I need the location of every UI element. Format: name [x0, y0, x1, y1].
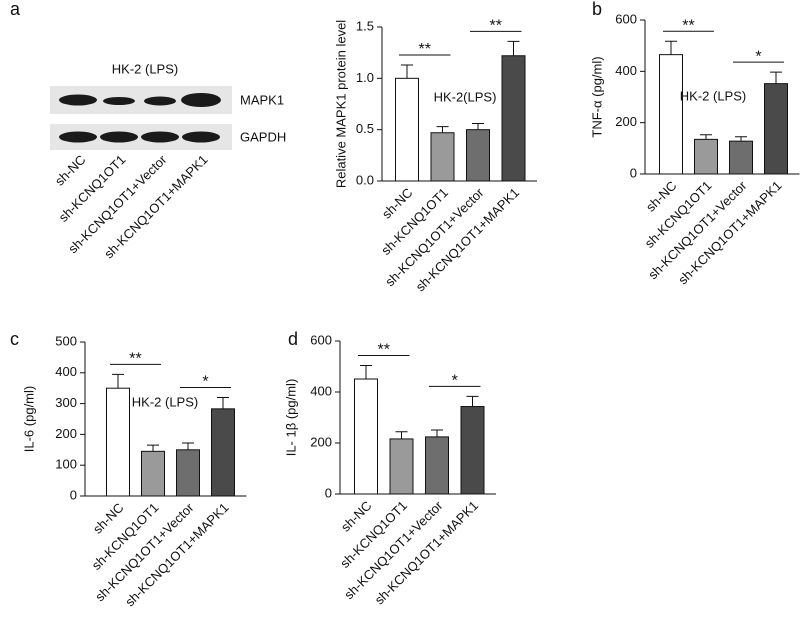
y-axis-label: Relative MAPK1 protein level: [333, 20, 348, 188]
bar: [430, 132, 455, 182]
y-tick-label: 200: [615, 114, 637, 129]
error-bar: [431, 429, 443, 437]
bar: [460, 406, 485, 495]
error-bar: [182, 442, 194, 450]
annotation: HK-2(LPS): [434, 89, 497, 104]
annotation: HK-2 (LPS): [132, 394, 198, 409]
error-bar: [112, 373, 124, 389]
bar: [501, 55, 526, 182]
bar: [211, 408, 235, 497]
error-bar: [436, 126, 449, 133]
error-bar: [466, 395, 479, 407]
y-tick-label: 1.0: [356, 70, 374, 85]
y-tick-label: 500: [55, 333, 77, 348]
annotation: HK-2 (LPS): [680, 88, 746, 103]
y-axis-label: IL- 1β (pg/ml): [283, 379, 298, 457]
bar: [176, 449, 200, 497]
significance-label: *: [755, 48, 761, 65]
panel-label: d: [288, 329, 298, 349]
lane-label: sh-NC: [52, 152, 89, 189]
error-bar: [665, 40, 677, 55]
y-tick-label: 300: [55, 395, 77, 410]
significance-label: **: [378, 342, 390, 359]
y-tick-label: 600: [310, 332, 332, 347]
panel-label: b: [592, 0, 602, 19]
bar: [141, 450, 165, 497]
bar: [694, 138, 718, 175]
bar: [764, 83, 788, 175]
y-tick-label: 200: [310, 434, 332, 449]
y-tick-label: 100: [55, 457, 77, 472]
error-bar: [507, 40, 520, 56]
blot-title: HK-2 (LPS): [112, 61, 178, 76]
error-bar: [401, 64, 413, 79]
y-tick-label: 600: [615, 11, 637, 26]
error-bar: [700, 134, 712, 140]
error-bar: [770, 71, 782, 84]
significance-label: **: [490, 18, 502, 35]
error-bar: [735, 136, 747, 142]
error-bar: [472, 123, 484, 130]
significance-label: **: [419, 41, 431, 58]
error-bar: [360, 364, 372, 379]
y-tick-label: 200: [55, 426, 77, 441]
y-tick-label: 400: [615, 63, 637, 78]
bar: [659, 54, 683, 175]
band-label: MAPK1: [240, 92, 284, 107]
significance-label: **: [129, 351, 141, 368]
y-axis-label: IL-6 (pg/ml): [21, 386, 36, 452]
y-axis-label: TNF-α (pg/ml): [589, 56, 604, 137]
bar: [425, 436, 449, 495]
significance-label: *: [452, 373, 458, 390]
y-tick-label: 0.5: [356, 121, 374, 136]
error-bar: [147, 444, 159, 452]
y-tick-label: 0: [630, 165, 637, 180]
bar: [354, 378, 378, 495]
y-tick-label: 400: [310, 383, 332, 398]
bar: [729, 140, 753, 175]
y-tick-label: 1.5: [356, 18, 374, 33]
panel-label: c: [10, 329, 19, 349]
y-tick-label: 0.0: [356, 172, 374, 187]
blot-bands: [59, 93, 221, 143]
band-label: GAPDH: [240, 129, 286, 144]
y-tick-label: 0: [325, 485, 332, 500]
error-bar: [217, 396, 229, 409]
panel-label: a: [10, 0, 21, 19]
bar: [106, 387, 130, 497]
bar: [395, 77, 419, 182]
error-bar: [395, 431, 408, 439]
significance-label: **: [682, 18, 694, 35]
y-tick-label: 0: [70, 487, 77, 502]
y-tick-label: 400: [55, 364, 77, 379]
bar: [389, 438, 414, 495]
significance-label: *: [202, 374, 208, 391]
bar: [466, 129, 490, 182]
